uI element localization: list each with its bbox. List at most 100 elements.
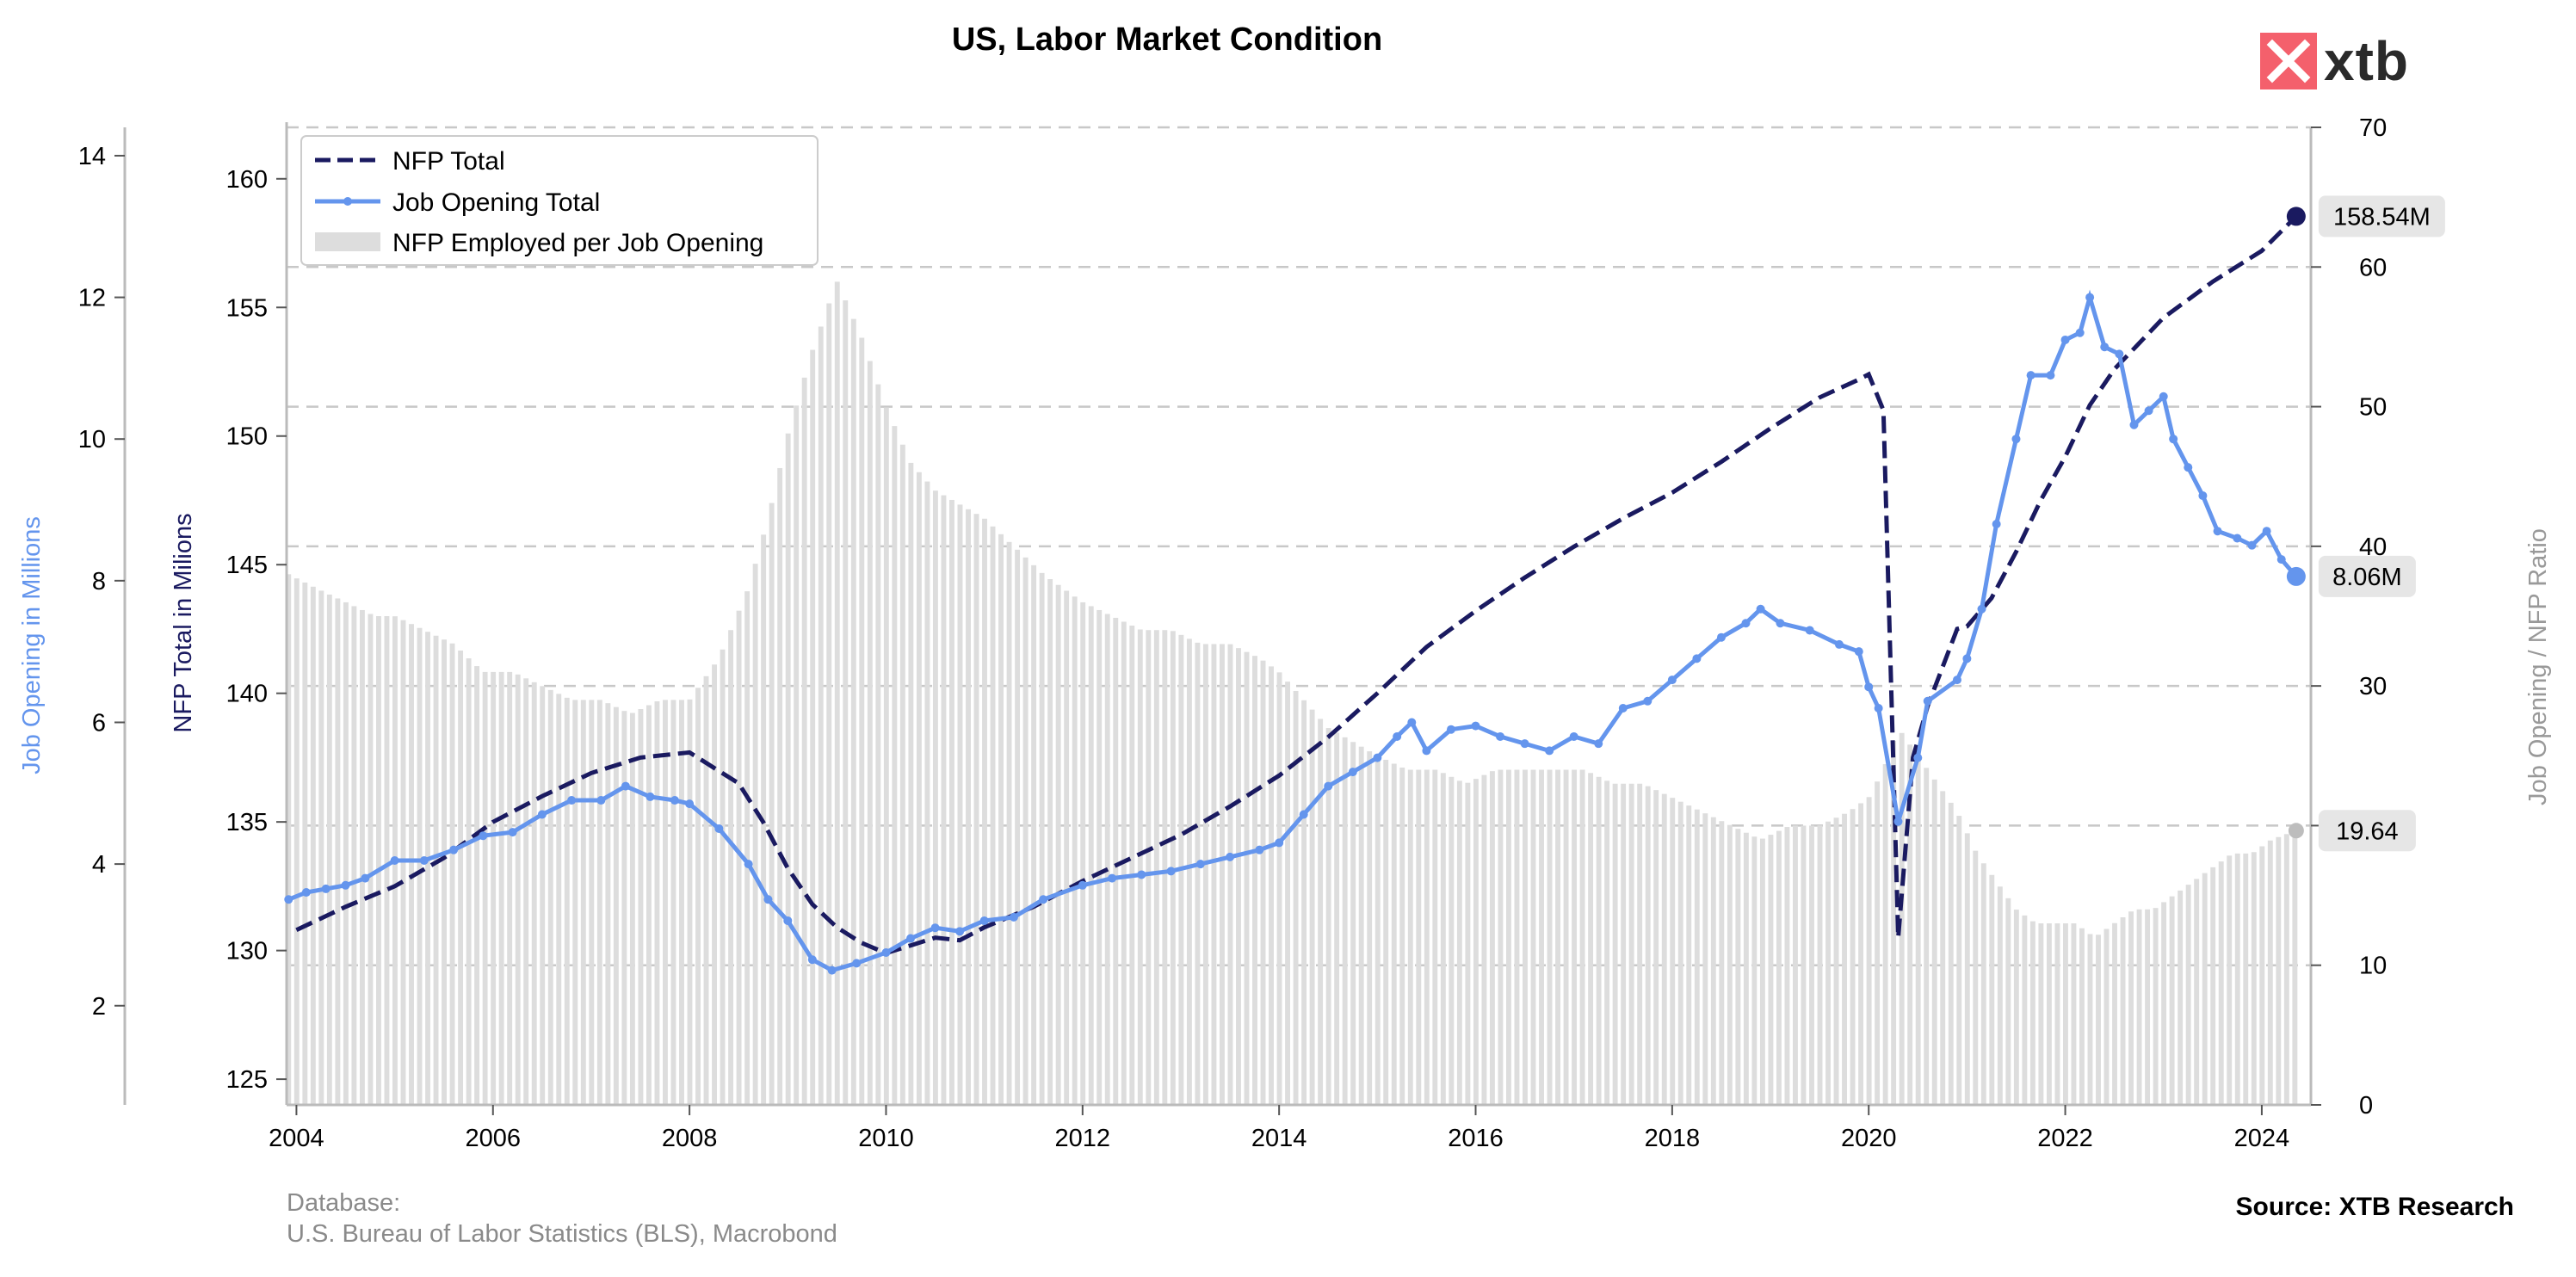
ratio-bar	[850, 318, 856, 1105]
ratio-bar	[1924, 768, 1930, 1105]
ratio-bar	[712, 664, 717, 1105]
job-opening-markers	[284, 293, 2301, 975]
ratio-bar	[1743, 832, 1749, 1105]
ratio-bar	[572, 700, 578, 1105]
ratio-bar	[1325, 728, 1331, 1105]
legend-label-job-opening: Job Opening Total	[392, 188, 600, 217]
ratio-bar	[1882, 764, 1888, 1105]
job-opening-point	[2129, 420, 2139, 429]
ratio-bar	[1162, 630, 1168, 1105]
ratio-bar	[1768, 835, 1774, 1105]
ratio-bar	[1489, 771, 1495, 1105]
right-tick-label: 50	[2359, 394, 2387, 422]
right-tick-label: 0	[2359, 1092, 2373, 1120]
ratio-bar	[801, 377, 807, 1105]
right-tick-label: 10	[2359, 953, 2387, 980]
job-opening-point	[596, 796, 606, 805]
ratio-bar	[2234, 853, 2240, 1105]
ratio-bar	[1694, 809, 1700, 1105]
ratio-bar	[654, 700, 660, 1105]
ratio-bar	[2276, 836, 2282, 1105]
ratio-bar	[728, 630, 734, 1105]
job-opening-point	[301, 888, 311, 898]
ratio-bar	[531, 682, 537, 1105]
ratio-bar	[310, 586, 316, 1105]
ratio-bar	[2029, 921, 2035, 1105]
ratio-bar	[2243, 853, 2249, 1105]
left-outer-axis-label: Job Opening in Millions	[18, 516, 46, 774]
ratio-bar	[1342, 737, 1348, 1105]
job-opening-point	[621, 781, 630, 791]
job-opening-point	[2159, 392, 2168, 401]
ratio-bar	[466, 658, 472, 1105]
x-tick-label: 2004	[269, 1125, 324, 1152]
ratio-bar	[1686, 805, 1692, 1105]
ratio-bar	[1006, 541, 1012, 1105]
ratio-bar	[1195, 642, 1201, 1105]
ratio-bar	[1383, 759, 1389, 1105]
ratio-bar	[957, 504, 963, 1105]
ratio-bar	[720, 649, 726, 1105]
ratio-bar	[1022, 557, 1029, 1105]
left-outer-tick-label: 4	[92, 851, 106, 879]
ratio-bar	[589, 700, 595, 1105]
ratio-bar	[1432, 769, 1438, 1105]
ratio-bar	[883, 407, 889, 1105]
end-label-text: 8.06M	[2332, 564, 2402, 591]
ratio-bar	[1129, 625, 1135, 1105]
ratio-bar	[973, 514, 979, 1105]
job-opening-point	[1913, 753, 1923, 762]
left-inner-tick-label: 125	[226, 1066, 268, 1094]
job-opening-point	[1407, 718, 1417, 727]
job-opening-point	[2276, 555, 2286, 564]
end-label-box	[2318, 555, 2416, 597]
job-opening-point	[1226, 852, 1235, 861]
ratio-bar	[1735, 829, 1741, 1105]
source-note: Source: XTB Research	[2235, 1193, 2514, 1221]
left-inner-tick-label: 150	[226, 423, 268, 451]
ratio-bar	[1555, 769, 1560, 1105]
job-opening-point	[1716, 632, 1726, 642]
ratio-bar	[1523, 769, 1528, 1105]
ratio-bar	[1424, 769, 1430, 1105]
job-opening-point	[852, 959, 862, 968]
ratio-bar	[1399, 767, 1405, 1105]
ratio-bar	[523, 678, 529, 1105]
ratio-bar	[556, 694, 562, 1105]
ratio-bar	[2079, 928, 2085, 1105]
ratio-bar	[2103, 928, 2110, 1105]
ratio-bar	[998, 534, 1004, 1105]
ratio-bar	[687, 699, 693, 1105]
job-opening-point	[1422, 746, 1431, 756]
ratio-bar	[1579, 769, 1585, 1105]
job-opening-point	[1520, 739, 1529, 749]
ratio-bar	[916, 472, 922, 1105]
ratio-bar	[2054, 923, 2060, 1105]
ratio-bar	[1710, 817, 1716, 1105]
job-opening-point	[508, 828, 517, 837]
ratio-bar	[1104, 614, 1110, 1105]
ratio-bar	[2120, 916, 2126, 1105]
ratio-bar	[515, 674, 521, 1105]
ratio-bar	[1980, 863, 1986, 1105]
job-opening-point	[955, 927, 965, 936]
ratio-bar	[1481, 774, 1487, 1105]
legend: NFP Total Job Opening Total NFP Employed…	[300, 135, 819, 266]
x-tick-label: 2022	[2037, 1125, 2093, 1152]
ratio-bar	[908, 462, 914, 1105]
ratio-bar	[1964, 833, 1970, 1105]
ratio-bar	[1776, 830, 1782, 1105]
right-tick-label: 70	[2359, 114, 2387, 142]
job-opening-point	[646, 792, 655, 801]
ratio-bar	[1473, 779, 1479, 1105]
ratio-bar	[1563, 769, 1569, 1105]
x-tick-label: 2024	[2234, 1125, 2290, 1152]
legend-box	[300, 135, 819, 266]
job-opening-point	[2011, 435, 2021, 444]
ratio-bar	[843, 300, 849, 1105]
end-point-marker	[2288, 823, 2304, 839]
ratio-bar	[564, 697, 570, 1105]
ratio-bar	[1825, 821, 1831, 1105]
ratio-bar	[2136, 909, 2142, 1105]
